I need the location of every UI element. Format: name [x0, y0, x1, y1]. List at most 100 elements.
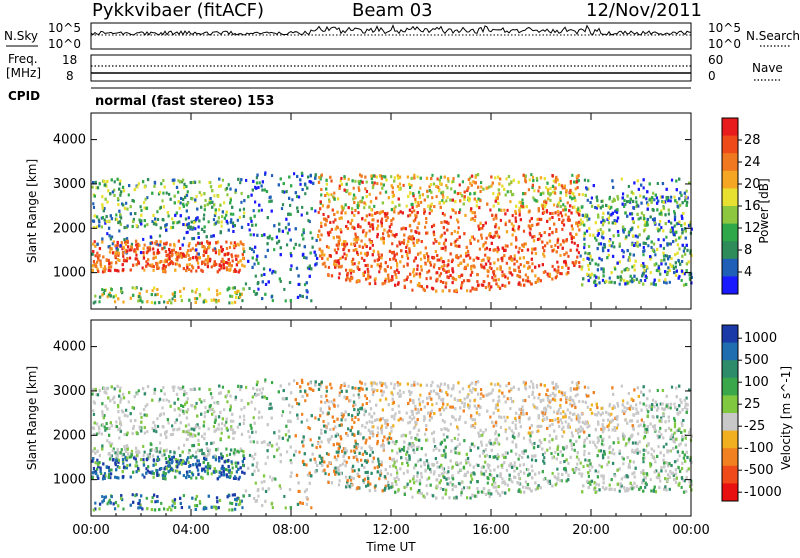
heatmap-cell — [361, 257, 363, 260]
heatmap-cell — [211, 265, 213, 268]
heatmap-cell — [215, 251, 217, 254]
heatmap-cell — [201, 242, 203, 245]
heatmap-cell — [560, 243, 562, 246]
heatmap-cell — [154, 301, 156, 304]
heatmap-cell — [413, 177, 415, 180]
heatmap-cell — [504, 275, 506, 278]
heatmap-cell — [419, 251, 421, 254]
heatmap-cell — [142, 238, 144, 241]
heatmap-cell — [678, 247, 680, 250]
heatmap-cell — [241, 299, 243, 302]
heatmap-cell — [214, 260, 216, 263]
heatmap-cell — [257, 281, 259, 284]
heatmap-cell — [207, 255, 209, 258]
heatmap-cell — [557, 246, 559, 249]
heatmap-cell — [362, 196, 364, 199]
heatmap-cell — [648, 235, 650, 238]
heatmap-cell — [396, 265, 398, 268]
heatmap-cell — [638, 233, 640, 236]
heatmap-cell — [470, 274, 472, 277]
heatmap-cell — [195, 256, 197, 259]
heatmap-cell — [584, 179, 586, 182]
heatmap-cell — [369, 193, 371, 196]
heatmap-cell — [108, 266, 110, 269]
heatmap-cell — [229, 201, 231, 204]
heatmap-cell — [495, 282, 497, 285]
heatmap-cell — [686, 269, 688, 272]
heatmap-cell — [443, 201, 445, 204]
heatmap-cell — [108, 234, 110, 237]
heatmap-cell — [381, 218, 383, 221]
heatmap-cell — [155, 256, 157, 259]
heatmap-cell — [345, 257, 347, 260]
heatmap-cell — [658, 228, 660, 231]
heatmap-cell — [414, 201, 416, 204]
heatmap-cell — [242, 257, 244, 260]
heatmap-cell — [324, 194, 326, 197]
heatmap-cell — [165, 265, 167, 268]
heatmap-cell — [364, 252, 366, 255]
heatmap-cell — [229, 268, 231, 271]
heatmap-cell — [503, 188, 505, 191]
heatmap-cell — [358, 182, 360, 185]
heatmap-cell — [298, 283, 300, 286]
heatmap-cell — [182, 203, 184, 206]
heatmap-cell — [684, 253, 686, 256]
heatmap-cell — [438, 189, 440, 192]
figure: Pykkvibaer (fitACF) Beam 03 12/Nov/2011 … — [0, 0, 800, 554]
heatmap-cell — [174, 214, 176, 217]
heatmap-cell — [168, 257, 170, 260]
heatmap-cell — [480, 234, 482, 237]
heatmap-cell — [285, 299, 287, 302]
heatmap-cell — [402, 211, 404, 214]
nsky-line — [91, 26, 691, 36]
heatmap-cell — [626, 215, 628, 218]
heatmap-cell — [631, 265, 633, 268]
heatmap-cell — [516, 274, 518, 277]
heatmap-cell — [548, 233, 550, 236]
heatmap-cell — [654, 253, 656, 256]
heatmap-cell — [578, 265, 580, 268]
heatmap-cell — [103, 270, 105, 273]
heatmap-cell — [232, 222, 234, 225]
heatmap-cell — [338, 187, 340, 190]
heatmap-cell — [163, 205, 165, 208]
heatmap-cell — [657, 445, 659, 448]
heatmap-cell — [588, 227, 590, 230]
heatmap-cell — [403, 234, 405, 237]
heatmap-cell — [267, 249, 269, 252]
heatmap-cell — [542, 253, 544, 256]
heatmap-cell — [182, 223, 184, 226]
heatmap-cell — [409, 209, 411, 212]
heatmap-cell — [435, 290, 437, 293]
heatmap-cell — [240, 240, 242, 243]
heatmap-cell — [492, 271, 494, 274]
heatmap-cell — [132, 286, 134, 289]
heatmap-cell — [185, 218, 187, 221]
heatmap-cell — [108, 227, 110, 230]
heatmap-cell — [371, 223, 373, 226]
heatmap-cell — [627, 249, 629, 252]
heatmap-cell — [554, 192, 556, 195]
heatmap-cell — [230, 253, 232, 256]
heatmap-cell — [608, 221, 610, 224]
heatmap-cell — [549, 187, 551, 190]
heatmap-cell — [458, 226, 460, 229]
heatmap-cell — [413, 274, 415, 277]
heatmap-cell — [498, 182, 500, 185]
heatmap-cell — [470, 218, 472, 221]
heatmap-cell — [542, 263, 544, 266]
heatmap-cell — [299, 178, 301, 181]
heatmap-cell — [122, 186, 124, 189]
heatmap-cell — [683, 250, 685, 253]
heatmap-cell — [381, 187, 383, 190]
heatmap-cell — [344, 244, 346, 247]
heatmap-cell — [455, 240, 457, 243]
heatmap-cell — [660, 262, 662, 265]
heatmap-cell — [172, 293, 174, 296]
heatmap-cell — [299, 294, 301, 297]
heatmap-cell — [678, 197, 680, 200]
heatmap-cell — [519, 214, 521, 217]
heatmap-cell — [195, 244, 197, 247]
heatmap-cell — [664, 278, 666, 281]
